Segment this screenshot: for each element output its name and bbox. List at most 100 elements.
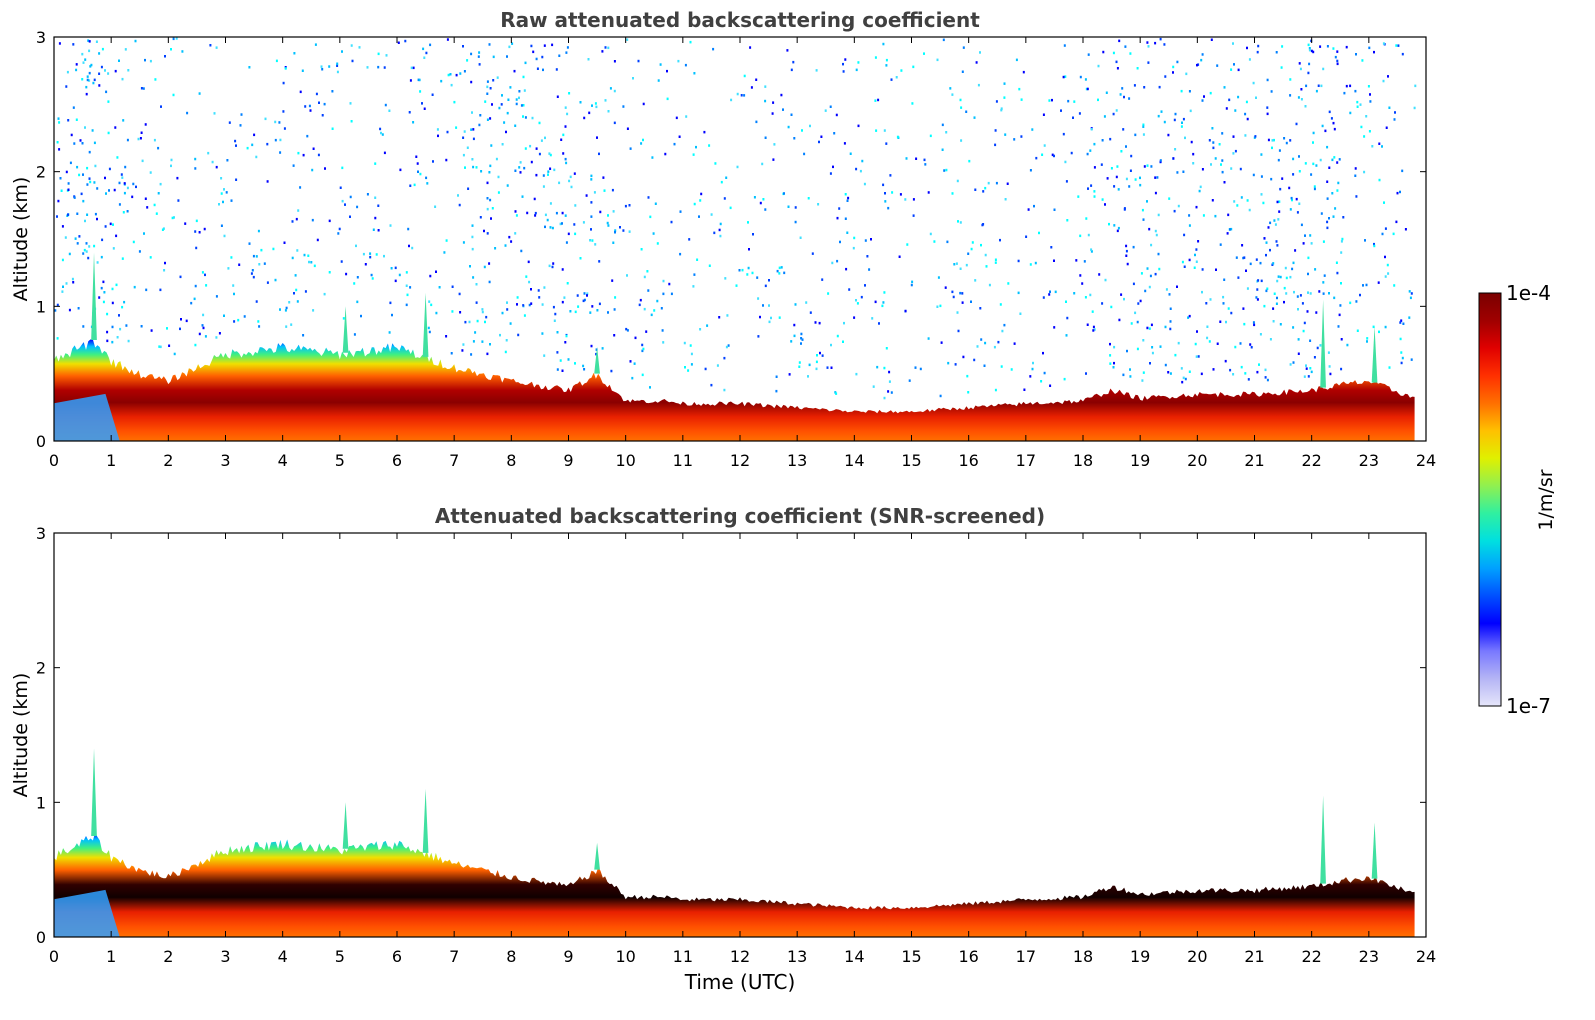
- noise-speckle: [405, 303, 408, 307]
- noise-speckle: [842, 62, 844, 66]
- noise-speckle: [1322, 292, 1325, 295]
- noise-speckle: [1354, 89, 1357, 93]
- noise-speckle: [462, 241, 465, 244]
- noise-speckle: [1035, 156, 1038, 160]
- noise-speckle: [799, 236, 802, 239]
- noise-speckle: [427, 326, 430, 330]
- noise-speckle: [324, 167, 326, 170]
- noise-speckle: [92, 81, 95, 85]
- noise-speckle: [369, 252, 372, 255]
- noise-speckle: [1219, 320, 1222, 323]
- noise-speckle: [85, 250, 88, 253]
- noise-speckle: [177, 199, 180, 202]
- noise-speckle: [1122, 128, 1125, 131]
- y-axis-label: Altitude (km): [10, 673, 32, 798]
- noise-speckle: [141, 159, 144, 163]
- noise-speckle: [101, 47, 104, 51]
- noise-speckle: [1255, 258, 1258, 261]
- noise-speckle: [1319, 344, 1322, 347]
- noise-speckle: [170, 48, 172, 51]
- noise-speckle: [1314, 268, 1317, 271]
- noise-speckle: [266, 281, 269, 284]
- noise-speckle: [1077, 195, 1080, 198]
- noise-speckle: [1266, 106, 1269, 109]
- noise-speckle: [1382, 79, 1385, 83]
- noise-speckle: [389, 224, 392, 227]
- noise-speckle: [1273, 219, 1276, 222]
- noise-speckle: [1156, 176, 1159, 179]
- noise-speckle: [516, 303, 518, 306]
- noise-speckle: [849, 152, 852, 155]
- noise-speckle: [223, 188, 225, 191]
- noise-speckle: [65, 282, 68, 285]
- noise-speckle: [878, 322, 880, 325]
- noise-speckle: [561, 369, 564, 372]
- noise-speckle: [699, 328, 702, 331]
- plume-spike: [91, 252, 97, 340]
- noise-speckle: [159, 182, 162, 186]
- noise-speckle: [381, 133, 384, 136]
- noise-speckle: [486, 207, 489, 211]
- noise-speckle: [358, 46, 361, 49]
- noise-speckle: [988, 283, 991, 287]
- noise-speckle: [1053, 208, 1056, 211]
- noise-speckle: [1211, 199, 1214, 202]
- noise-speckle: [703, 130, 706, 134]
- noise-speckle: [94, 164, 97, 168]
- noise-speckle: [250, 272, 253, 275]
- noise-speckle: [1144, 289, 1147, 293]
- noise-speckle: [821, 278, 824, 281]
- x-tick-label: 20: [1187, 451, 1207, 470]
- noise-speckle: [480, 170, 483, 173]
- noise-speckle: [466, 146, 469, 149]
- noise-speckle: [1387, 75, 1389, 78]
- noise-speckle: [1369, 93, 1371, 96]
- noise-speckle: [1236, 204, 1239, 207]
- noise-speckle: [435, 311, 438, 315]
- noise-speckle: [515, 102, 518, 106]
- plot-area: [54, 37, 1417, 441]
- noise-speckle: [668, 282, 671, 286]
- noise-speckle: [814, 321, 817, 324]
- noise-speckle: [383, 151, 386, 155]
- noise-speckle: [940, 341, 943, 344]
- noise-speckle: [1050, 246, 1053, 249]
- noise-speckle: [331, 90, 334, 93]
- noise-speckle: [1294, 249, 1297, 252]
- noise-speckle: [609, 87, 612, 90]
- noise-speckle: [1326, 226, 1329, 230]
- noise-speckle: [561, 300, 564, 304]
- noise-speckle: [486, 352, 489, 356]
- noise-speckle: [233, 320, 236, 323]
- noise-speckle: [1255, 296, 1258, 299]
- noise-speckle: [836, 216, 839, 220]
- noise-speckle: [723, 356, 726, 360]
- noise-speckle: [1289, 139, 1292, 142]
- noise-speckle: [279, 308, 281, 311]
- x-tick-label: 18: [1073, 947, 1093, 966]
- noise-speckle: [274, 278, 277, 282]
- noise-speckle: [844, 58, 847, 61]
- noise-speckle: [377, 229, 380, 232]
- noise-speckle: [107, 131, 110, 135]
- noise-speckle: [564, 214, 567, 217]
- noise-speckle: [1101, 139, 1104, 142]
- noise-speckle: [233, 292, 235, 296]
- x-tick-label: 15: [901, 451, 921, 470]
- noise-speckle: [76, 242, 79, 245]
- noise-speckle: [349, 102, 352, 105]
- noise-speckle: [649, 386, 651, 389]
- noise-speckle: [312, 147, 315, 150]
- x-tick-label: 0: [49, 947, 59, 966]
- noise-speckle: [1315, 164, 1318, 167]
- noise-speckle: [328, 219, 331, 223]
- colorbar-unit-label: 1/m/sr: [1535, 469, 1557, 530]
- noise-speckle: [76, 212, 79, 215]
- noise-speckle: [1106, 177, 1109, 180]
- noise-speckle: [315, 92, 318, 96]
- noise-speckle: [1309, 367, 1312, 370]
- noise-speckle: [551, 226, 554, 230]
- noise-speckle: [929, 232, 932, 236]
- noise-speckle: [1247, 378, 1250, 381]
- noise-speckle: [956, 311, 959, 314]
